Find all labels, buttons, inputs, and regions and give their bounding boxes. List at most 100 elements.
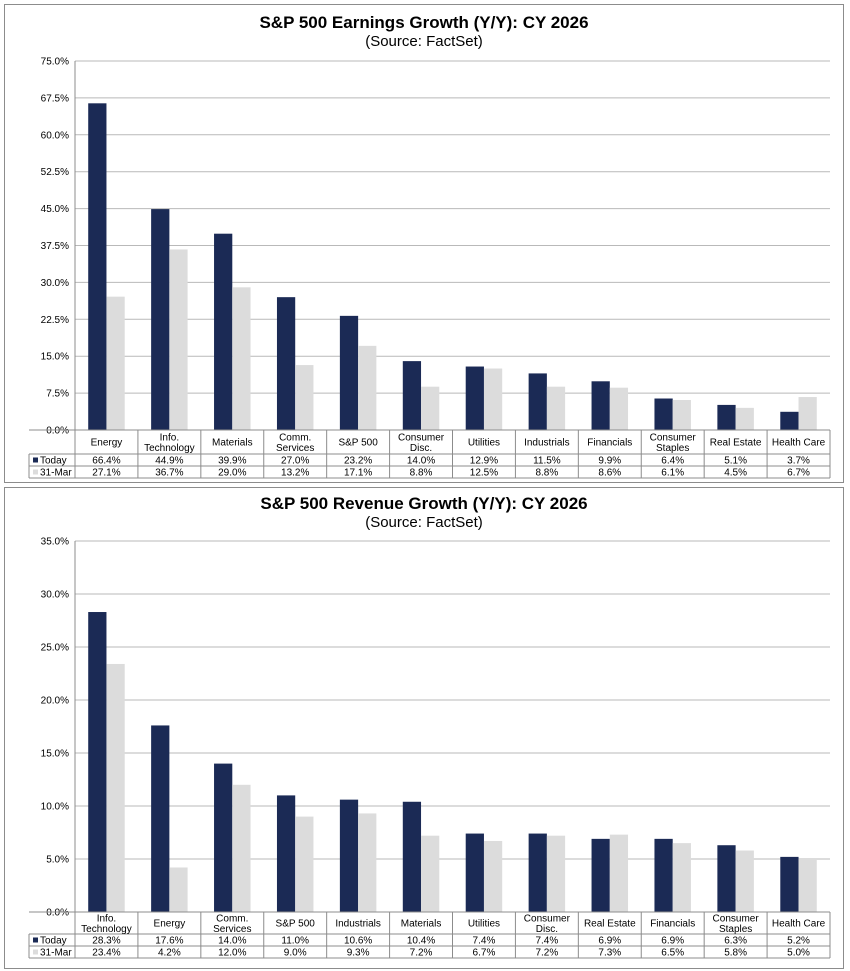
earnings-data-label: 11.5% <box>533 456 561 467</box>
revenue-category-label: Consumer <box>524 913 571 924</box>
revenue-y-tick-label: 5.0% <box>46 855 69 866</box>
revenue-category-label: Comm. <box>216 913 248 924</box>
earnings-y-tick-label: 37.5% <box>41 241 69 252</box>
earnings-bar-today <box>402 361 422 430</box>
revenue-y-tick-label: 15.0% <box>41 749 69 760</box>
revenue-data-label: 7.4% <box>535 936 558 947</box>
revenue-data-label: 7.4% <box>473 936 496 947</box>
earnings-category-label: Financials <box>587 438 632 449</box>
revenue-category-label: Consumer <box>713 913 760 924</box>
revenue-legend-swatch-31mar <box>33 949 38 955</box>
earnings-data-label: 8.8% <box>410 468 433 479</box>
revenue-category-label: Staples <box>719 924 752 935</box>
revenue-data-label: 7.2% <box>410 948 433 959</box>
revenue-data-label: 4.2% <box>158 948 181 959</box>
earnings-data-label: 44.9% <box>155 456 183 467</box>
earnings-y-tick-label: 15.0% <box>41 352 69 363</box>
revenue-bar-31mar <box>609 834 629 912</box>
revenue-bar-31mar <box>232 784 251 912</box>
earnings-bar-31mar <box>169 249 188 430</box>
revenue-data-label: 7.3% <box>598 948 621 959</box>
earnings-data-label: 12.5% <box>470 468 498 479</box>
earnings-bar-31mar <box>483 368 503 430</box>
revenue-y-tick-label: 20.0% <box>41 696 69 707</box>
revenue-bar-today <box>402 801 422 912</box>
revenue-data-label: 5.2% <box>787 936 810 947</box>
earnings-bar-today <box>528 373 547 430</box>
earnings-data-label: 17.1% <box>344 468 372 479</box>
revenue-bar-today <box>654 838 673 912</box>
revenue-y-tick-label: 30.0% <box>41 590 69 601</box>
revenue-data-label: 12.0% <box>218 948 246 959</box>
revenue-y-tick-label: 0.0% <box>46 908 69 919</box>
earnings-category-label: Health Care <box>772 438 826 449</box>
revenue-bar-today <box>717 845 736 912</box>
earnings-bar-31mar <box>735 407 754 430</box>
earnings-data-label: 6.7% <box>787 468 810 479</box>
earnings-data-label: 29.0% <box>218 468 246 479</box>
revenue-data-label: 9.0% <box>284 948 307 959</box>
revenue-bar-today <box>591 838 610 912</box>
earnings-chart-title: S&P 500 Earnings Growth (Y/Y): CY 2026 <box>259 13 589 32</box>
earnings-category-label: Materials <box>212 438 253 449</box>
revenue-bar-today <box>88 612 107 912</box>
earnings-y-tick-label: 7.5% <box>46 389 69 400</box>
earnings-category-label: S&P 500 <box>338 438 378 449</box>
revenue-legend-swatch-today <box>33 937 38 943</box>
earnings-y-tick-label: 60.0% <box>41 130 69 141</box>
earnings-bar-31mar <box>232 287 251 430</box>
earnings-category-label: Energy <box>91 438 123 449</box>
earnings-legend-label: Today <box>40 456 67 467</box>
revenue-bar-today <box>780 856 799 912</box>
revenue-bar-today <box>151 725 170 912</box>
earnings-y-tick-label: 30.0% <box>41 278 69 289</box>
revenue-category-label: Disc. <box>536 924 558 935</box>
earnings-category-label: Technology <box>144 443 195 454</box>
earnings-data-label: 8.6% <box>598 468 621 479</box>
earnings-category-label: Services <box>276 443 314 454</box>
earnings-bar-today <box>214 233 233 430</box>
earnings-data-label: 14.0% <box>407 456 435 467</box>
revenue-bar-today <box>276 795 296 912</box>
revenue-data-label: 6.7% <box>473 948 496 959</box>
revenue-data-label: 14.0% <box>218 936 246 947</box>
earnings-category-label: Info. <box>160 432 179 443</box>
earnings-category-label: Real Estate <box>710 438 762 449</box>
earnings-bar-today <box>339 315 359 430</box>
earnings-category-label: Comm. <box>279 432 311 443</box>
earnings-bar-today <box>780 411 799 430</box>
earnings-category-label: Consumer <box>398 432 445 443</box>
revenue-category-label: Financials <box>650 919 695 930</box>
revenue-bar-31mar <box>735 850 754 912</box>
revenue-bar-chart: 0.0% 5.0% 10.0% 15.0% 20.0% 25.0% 30.0% 35.0% In… <box>28 537 831 959</box>
earnings-bar-31mar <box>609 387 629 430</box>
earnings-bar-31mar <box>358 345 377 430</box>
earnings-category-label: Staples <box>656 443 689 454</box>
earnings-data-label: 9.9% <box>598 456 621 467</box>
revenue-data-label: 6.3% <box>724 936 747 947</box>
revenue-data-label: 10.6% <box>344 936 372 947</box>
earnings-legend-swatch-today <box>33 457 38 463</box>
revenue-y-tick-label: 35.0% <box>41 537 69 548</box>
earnings-bar-today <box>151 209 170 430</box>
revenue-data-label: 23.4% <box>92 948 120 959</box>
revenue-data-label: 9.3% <box>347 948 370 959</box>
earnings-data-label: 39.9% <box>218 456 246 467</box>
revenue-data-label: 10.4% <box>407 936 435 947</box>
earnings-bar-today <box>465 366 484 430</box>
revenue-category-label: Info. <box>97 913 116 924</box>
earnings-bar-today <box>717 404 736 430</box>
earnings-bar-today <box>591 381 610 430</box>
revenue-data-label: 28.3% <box>92 936 120 947</box>
revenue-data-label: 5.0% <box>787 948 810 959</box>
revenue-bar-31mar <box>169 867 188 912</box>
revenue-category-label: Materials <box>401 919 442 930</box>
earnings-y-tick-label: 45.0% <box>41 204 69 215</box>
revenue-data-label: 11.0% <box>281 936 309 947</box>
revenue-legend-label: Today <box>40 936 67 947</box>
earnings-bar-31mar <box>421 386 440 430</box>
earnings-bar-31mar <box>295 365 314 430</box>
revenue-bar-31mar <box>546 835 566 912</box>
revenue-bar-31mar <box>483 840 503 912</box>
revenue-data-label: 7.2% <box>535 948 558 959</box>
